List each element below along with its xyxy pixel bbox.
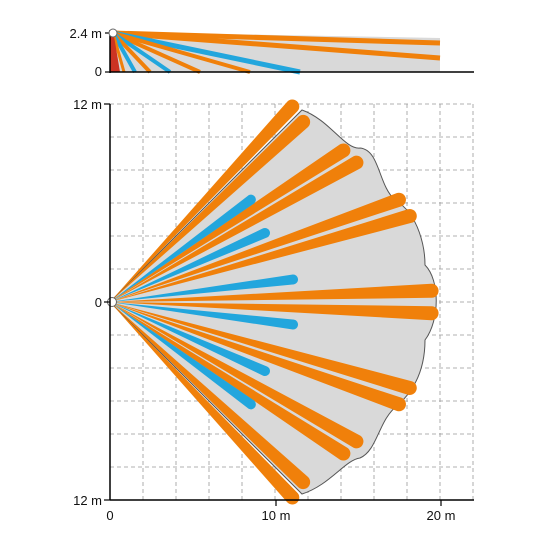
side-long-beam <box>112 31 251 74</box>
short-range-beam <box>110 302 299 330</box>
side-beams <box>111 30 441 75</box>
top-coverage-area <box>109 109 437 495</box>
side-long-beam <box>112 30 441 61</box>
side-zero-label: 0 <box>95 64 102 79</box>
side-short-beam <box>111 32 137 73</box>
long-range-beam <box>110 302 417 395</box>
top-beams <box>110 99 439 505</box>
short-range-beam <box>110 302 256 410</box>
side-height-label: 2.4 m <box>69 26 102 41</box>
long-range-beam <box>110 302 311 490</box>
long-range-beam <box>110 302 300 505</box>
long-range-beam <box>110 302 439 321</box>
side-view: 2.4 m 0 <box>69 26 474 79</box>
y-origin-label: 0 <box>95 295 102 310</box>
x-10m-label: 10 m <box>262 508 291 523</box>
side-short-beam <box>111 31 172 74</box>
x-zero-label: 0 <box>106 508 113 523</box>
long-range-beam <box>110 302 351 461</box>
x-20m-label: 20 m <box>427 508 456 523</box>
side-sensor-mount <box>110 36 120 72</box>
long-range-beam <box>110 143 351 302</box>
side-long-beam <box>111 32 126 73</box>
side-short-beam <box>112 30 301 75</box>
short-range-beam <box>110 274 299 302</box>
long-range-beam <box>110 155 364 302</box>
side-sensor-icon <box>108 28 118 38</box>
short-range-beam <box>110 194 256 302</box>
short-range-beam <box>110 302 270 377</box>
short-range-beam <box>110 227 270 302</box>
long-range-beam <box>110 302 406 412</box>
long-range-beam <box>110 192 406 302</box>
side-long-beam <box>111 31 152 74</box>
long-range-beam <box>110 283 439 302</box>
long-range-beam <box>110 302 364 449</box>
long-range-beam <box>110 99 300 302</box>
long-range-beam <box>110 209 417 302</box>
long-range-beam <box>110 114 311 302</box>
side-long-beam <box>112 31 201 74</box>
y-top-label: 12 m <box>73 97 102 112</box>
top-view: 12 m 0 12 m 0 10 m 20 m <box>73 97 474 523</box>
y-bottom-label: 12 m <box>73 493 102 508</box>
